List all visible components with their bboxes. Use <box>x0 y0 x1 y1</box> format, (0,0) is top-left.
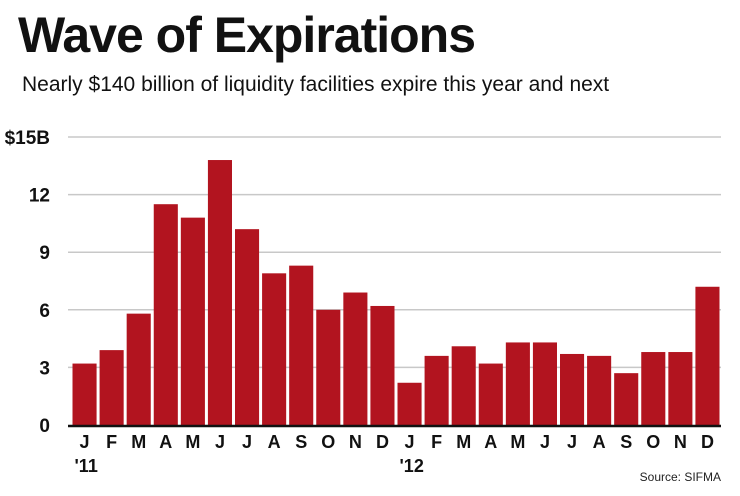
x-tick-label: A <box>268 432 281 452</box>
y-tick-label: 9 <box>39 243 50 264</box>
y-tick-label: 6 <box>39 301 50 322</box>
bar <box>343 292 368 425</box>
x-tick-label: A <box>484 432 497 452</box>
bar <box>289 265 314 425</box>
bar <box>668 352 693 425</box>
x-tick-label: A <box>593 432 606 452</box>
x-tick-label: J <box>242 432 252 452</box>
bar <box>397 382 422 425</box>
x-tick-label: J <box>80 432 90 452</box>
source-note: Source: SIFMA <box>640 470 721 484</box>
y-tick-label: 0 <box>39 416 50 437</box>
x-tick-label: N <box>349 432 362 452</box>
bar <box>614 373 639 425</box>
bar <box>587 355 612 425</box>
chart-title: Wave of Expirations <box>18 7 476 63</box>
x-tick-label: S <box>620 432 632 452</box>
bar <box>316 309 341 425</box>
bar <box>370 305 395 425</box>
y-tick-label: 3 <box>39 358 50 379</box>
x-tick-label: F <box>431 432 442 452</box>
chart-subtitle: Nearly $140 billion of liquidity facilit… <box>22 73 610 96</box>
bar <box>451 346 476 425</box>
bar <box>99 350 124 425</box>
bar <box>126 313 151 425</box>
y-tick-label: 12 <box>29 186 50 207</box>
x-tick-label: J <box>540 432 550 452</box>
x-tick-label: D <box>701 432 714 452</box>
bar <box>180 217 205 425</box>
x-tick-label: A <box>159 432 172 452</box>
x-tick-label: O <box>646 432 660 452</box>
bar <box>560 353 585 425</box>
year-label: '12 <box>400 456 424 476</box>
bar <box>207 160 232 426</box>
bar <box>695 286 720 425</box>
x-tick-label: M <box>185 432 200 452</box>
x-tick-label: J <box>215 432 225 452</box>
year-label: '11 <box>75 456 98 476</box>
bar <box>72 363 97 425</box>
bar <box>424 355 449 425</box>
x-tick-label: O <box>321 432 335 452</box>
x-tick-label: S <box>295 432 307 452</box>
bar <box>262 273 287 425</box>
x-tick-label: M <box>510 432 525 452</box>
x-tick-label: M <box>131 432 146 452</box>
x-tick-label: F <box>106 432 117 452</box>
bar <box>641 352 666 425</box>
bar <box>235 229 260 425</box>
bar <box>505 342 530 425</box>
y-tick-label: $15B <box>5 128 50 149</box>
bar <box>478 363 503 425</box>
x-tick-label: N <box>674 432 687 452</box>
x-tick-label: J <box>567 432 577 452</box>
bar <box>153 204 178 425</box>
bars <box>72 160 720 426</box>
bar <box>532 342 557 425</box>
x-tick-label: J <box>405 432 415 452</box>
x-tick-label: M <box>456 432 471 452</box>
x-tick-label: D <box>376 432 389 452</box>
